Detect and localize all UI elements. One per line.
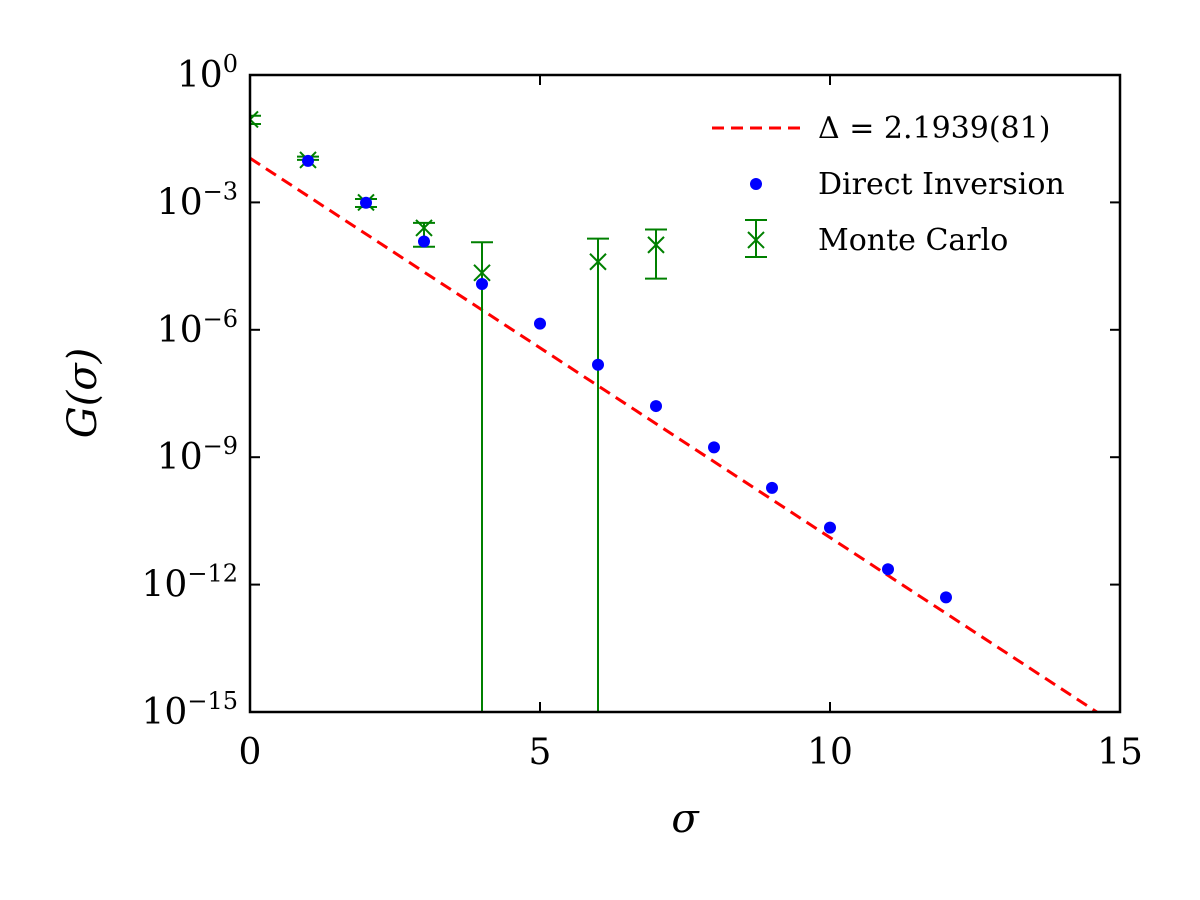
- mc-point: [250, 110, 259, 129]
- direct-point: [592, 358, 604, 371]
- mc-point: [473, 264, 491, 282]
- legend-mc-label: Monte Carlo: [818, 223, 1008, 258]
- legend-direct-label: Direct Inversion: [818, 167, 1065, 202]
- legend-mc-marker-b: [747, 231, 765, 249]
- mc-point-stroke-b: [473, 264, 491, 282]
- direct-point: [418, 235, 430, 248]
- x-tick-label: 0: [239, 732, 262, 773]
- direct-point: [534, 317, 546, 330]
- direct-point: [708, 441, 720, 454]
- plot-frame: [248, 73, 1122, 714]
- direct-point: [476, 277, 488, 290]
- x-tick-label: 5: [529, 732, 552, 773]
- direct-point: [302, 154, 314, 167]
- direct-point: [882, 563, 894, 576]
- direct-point: [360, 196, 372, 209]
- legend-mc-swatch: [745, 219, 767, 258]
- mc-point: [589, 253, 607, 271]
- legend-direct-swatch: [750, 178, 762, 190]
- x-tick-label: 15: [1097, 732, 1143, 773]
- mc-point-stroke-a: [250, 117, 259, 129]
- y-axis-label: G(σ): [60, 348, 106, 438]
- direct-point: [766, 481, 778, 494]
- mc-point: [415, 219, 433, 237]
- mc-point: [647, 236, 665, 254]
- direct-point: [940, 591, 952, 604]
- direct-point: [824, 521, 836, 534]
- mc-point-stroke-b: [647, 236, 665, 254]
- mc-point-stroke-b: [250, 110, 259, 121]
- legend-fit-label: Δ = 2.1939(81): [818, 111, 1050, 146]
- legend: Δ = 2.1939(81) Direct Inversion Monte Carl…: [712, 111, 1065, 258]
- x-tick-label: 10: [807, 732, 853, 773]
- direct-point: [650, 400, 662, 413]
- fit-line: [250, 156, 1098, 712]
- mc-point-stroke-b: [589, 253, 607, 271]
- mc-point-stroke-b: [415, 219, 433, 237]
- x-axis-label: σ: [671, 796, 700, 842]
- data-layer: [250, 110, 1098, 712]
